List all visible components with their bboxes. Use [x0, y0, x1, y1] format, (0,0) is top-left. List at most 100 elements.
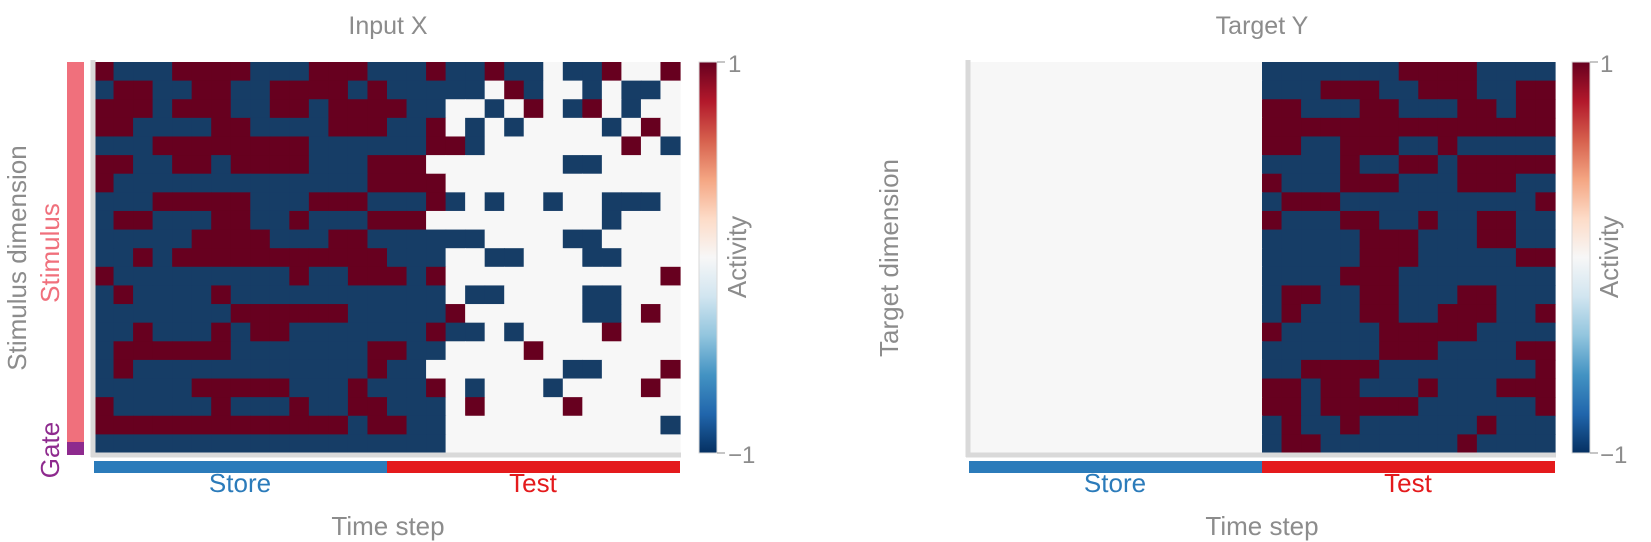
- heatmap-cell: [211, 248, 232, 268]
- heatmap-cell: [1125, 136, 1146, 156]
- heatmap-cell: [523, 304, 544, 324]
- heatmap-cell: [347, 359, 369, 380]
- heatmap-cell: [406, 99, 427, 119]
- heatmap-cell: [387, 434, 408, 454]
- heatmap-cell: [387, 378, 408, 398]
- heatmap-cell: [562, 322, 583, 342]
- heatmap-cell: [1203, 248, 1224, 268]
- heatmap-cell: [1340, 397, 1361, 417]
- heatmap-cell: [1222, 229, 1244, 249]
- heatmap-cell: [1262, 359, 1283, 380]
- heatmap-cell: [582, 80, 603, 100]
- heatmap-cell: [133, 378, 154, 398]
- heatmap-cell: [1008, 117, 1029, 138]
- heatmap-cell: [1496, 229, 1517, 249]
- heatmap-cell: [308, 359, 329, 380]
- heatmap-cell: [1047, 397, 1068, 417]
- heatmap-cell: [172, 99, 193, 119]
- heatmap-cell: [1027, 248, 1048, 268]
- heatmap-cell: [269, 229, 290, 249]
- heatmap-cell: [1027, 136, 1048, 156]
- heatmap-cell: [1027, 322, 1048, 342]
- heatmap-cell: [367, 285, 388, 305]
- heatmap-cell: [660, 210, 681, 231]
- heatmap-cell: [1379, 266, 1400, 287]
- heatmap-cell: [640, 322, 662, 342]
- heatmap-cell: [152, 341, 173, 361]
- heatmap-cell: [988, 62, 1009, 82]
- heatmap-cell: [133, 173, 154, 193]
- heatmap-cell: [504, 248, 525, 268]
- heatmap-cell: [1144, 229, 1165, 249]
- heatmap-cell: [1476, 397, 1497, 417]
- heatmap-cell: [1125, 415, 1146, 435]
- heatmap-cell: [347, 434, 369, 454]
- heatmap-cell: [640, 304, 662, 324]
- heatmap-cell: [1437, 173, 1458, 193]
- heatmap-cell: [1457, 285, 1478, 305]
- heatmap-cell: [1301, 248, 1322, 268]
- heatmap-cell: [445, 434, 466, 454]
- heatmap-cell: [250, 248, 271, 268]
- heatmap-cell: [113, 378, 134, 398]
- heatmap-cell: [328, 229, 349, 249]
- colorbar-label: Activity: [1594, 216, 1624, 298]
- heatmap-cell: [1144, 80, 1165, 100]
- heatmap-cell: [582, 117, 603, 138]
- heatmap-cell: [1359, 304, 1380, 324]
- heatmap-cell: [1203, 99, 1224, 119]
- heatmap-cell: [406, 117, 427, 138]
- heatmap-cell: [191, 136, 212, 156]
- heatmap-cell: [969, 266, 990, 287]
- heatmap-cell: [94, 210, 115, 231]
- heatmap-cell: [1222, 397, 1244, 417]
- heatmap-cell: [1535, 136, 1556, 156]
- heatmap-cell: [1008, 173, 1029, 193]
- heatmap-cell: [269, 117, 290, 138]
- heatmap-cell: [562, 434, 583, 454]
- heatmap-cell: [1418, 80, 1439, 100]
- heatmap-cell: [1047, 434, 1068, 454]
- heatmap-cell: [1008, 415, 1029, 435]
- heatmap-cell: [1320, 80, 1341, 100]
- heatmap-cell: [445, 155, 466, 175]
- heatmap-cell: [969, 117, 990, 138]
- heatmap-cell: [1398, 192, 1419, 212]
- heatmap-cell: [387, 99, 408, 119]
- heatmap-cell: [387, 80, 408, 100]
- heatmap-cell: [152, 99, 173, 119]
- heatmap-cell: [347, 136, 369, 156]
- heatmap-cell: [113, 359, 134, 380]
- stimulus-side-label: Stimulus: [35, 203, 65, 303]
- heatmap-cell: [1086, 285, 1107, 305]
- heatmap-cell: [523, 210, 544, 231]
- heatmap-cell: [269, 80, 290, 100]
- heatmap-cell: [250, 62, 271, 82]
- heatmap-cell: [289, 62, 310, 82]
- heatmap-cell: [1027, 229, 1048, 249]
- heatmap-cell: [1320, 192, 1341, 212]
- heatmap-cell: [1535, 304, 1556, 324]
- heatmap-cell: [1183, 378, 1204, 398]
- heatmap-cell: [1476, 266, 1497, 287]
- heatmap-cell: [1281, 229, 1302, 249]
- heatmap-cell: [347, 117, 369, 138]
- heatmap-cell: [1262, 434, 1283, 454]
- heatmap-cell: [543, 248, 564, 268]
- heatmap-cell: [523, 173, 544, 193]
- heatmap-cell: [504, 99, 525, 119]
- heatmap-cell: [1066, 117, 1087, 138]
- heatmap-cell: [1281, 248, 1302, 268]
- heatmap-cell: [328, 304, 349, 324]
- input-x-ylabel: Stimulus dimension: [2, 145, 32, 370]
- heatmap-cell: [152, 136, 173, 156]
- heatmap-cell: [289, 397, 310, 417]
- heatmap-cell: [445, 62, 466, 82]
- heatmap-cell: [152, 285, 173, 305]
- heatmap-cell: [426, 173, 447, 193]
- heatmap-cell: [582, 192, 603, 212]
- heatmap-cell: [1164, 341, 1185, 361]
- heatmap-cell: [543, 136, 564, 156]
- heatmap-cell: [1379, 304, 1400, 324]
- heatmap-cell: [988, 136, 1009, 156]
